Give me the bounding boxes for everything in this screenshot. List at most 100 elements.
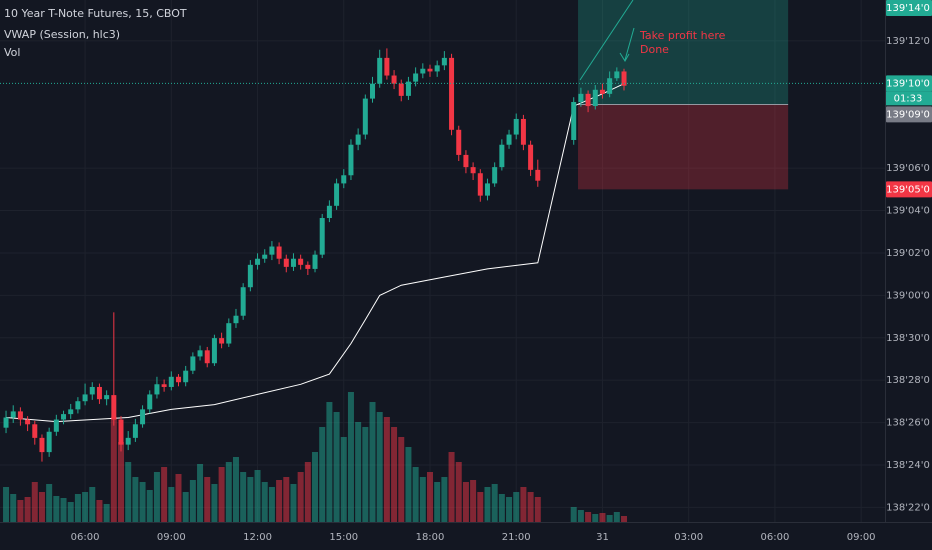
volume-bar — [204, 477, 211, 522]
candle-body — [427, 68, 433, 72]
candle-body — [470, 167, 476, 174]
candle-body — [319, 218, 325, 255]
candle-body — [405, 81, 411, 96]
candle-body — [219, 338, 225, 344]
volume-bar — [448, 452, 455, 522]
countdown: 01:33 — [894, 93, 923, 104]
x-tick-label: 12:00 — [243, 532, 272, 543]
indicator-legend: Vol — [4, 46, 20, 59]
volume-bar — [477, 492, 484, 522]
volume-bar — [606, 515, 613, 522]
x-tick-label: 09:00 — [157, 532, 186, 543]
volume-bar — [340, 437, 347, 522]
volume-bar — [383, 417, 390, 522]
volume-bar — [232, 457, 239, 522]
volume-bar — [189, 480, 196, 522]
volume-bar — [319, 427, 326, 522]
candle-body — [592, 89, 598, 107]
countdown-bg — [886, 91, 932, 106]
volume-bar — [570, 507, 577, 522]
trend-line — [579, 0, 634, 81]
volume-bar — [146, 490, 153, 522]
volume-bar — [613, 512, 620, 522]
candle-body — [477, 173, 483, 196]
candle-body — [104, 395, 110, 400]
candle-body — [456, 129, 462, 155]
candle-body — [449, 57, 455, 130]
axes: 138'22'0 138'24'0 138'26'0 138'28'0 138'30'0… — [71, 0, 932, 543]
x-tick-label: 06:00 — [760, 532, 789, 543]
target-price-label: 139'14'0 — [886, 3, 930, 14]
candle-body — [614, 71, 620, 79]
x-tick-label: 09:00 — [847, 532, 876, 543]
volume-bar — [31, 482, 38, 522]
volume-bar — [153, 472, 160, 522]
volume-bar — [426, 472, 433, 522]
candle-body — [61, 414, 67, 420]
stop-price-label: 139'05'0 — [886, 184, 930, 195]
profit-zone — [578, 0, 789, 105]
candle-body — [298, 258, 304, 265]
volume-bar — [110, 417, 117, 522]
last-price-label-bg — [886, 75, 932, 92]
candle-body — [68, 409, 74, 415]
volume-bar — [470, 480, 477, 522]
candle-body — [247, 264, 253, 288]
candle-body — [621, 71, 627, 86]
candle-body — [46, 431, 52, 453]
candle-body — [484, 183, 490, 196]
vwap-line — [5, 83, 625, 423]
volume-bar — [261, 482, 268, 522]
volume-bar — [419, 477, 426, 522]
y-tick-label: 138'24'0 — [886, 460, 930, 471]
candle-body — [262, 254, 268, 259]
volume-bar — [355, 422, 362, 522]
volume-bar — [132, 477, 139, 522]
volume-bar — [89, 487, 96, 522]
candle-body — [413, 73, 419, 82]
volume-bar — [60, 498, 67, 522]
volume-bar — [96, 500, 103, 522]
candle-body — [255, 258, 261, 265]
x-tick-label: 18:00 — [416, 532, 445, 543]
target-price-label-bg — [886, 0, 932, 16]
candle-body — [226, 323, 232, 344]
candle-body — [607, 78, 613, 94]
volume-bar — [103, 504, 110, 522]
candle-body — [528, 144, 534, 170]
x-tick-label: 21:00 — [502, 532, 531, 543]
candle-body — [326, 205, 332, 219]
candle-body — [585, 93, 591, 107]
volume-bar — [46, 484, 53, 522]
candle-body — [441, 57, 447, 66]
candle-body — [17, 411, 23, 420]
candle-body — [154, 384, 160, 395]
volume-bar — [161, 467, 168, 522]
loss-zone — [578, 104, 789, 190]
candle-body — [3, 417, 9, 428]
candle-body — [290, 258, 296, 267]
volume-bar — [527, 492, 534, 522]
candle-body — [571, 101, 577, 140]
volume-bar — [412, 467, 419, 522]
candle-body — [197, 350, 203, 357]
y-tick-label: 139'04'0 — [886, 206, 930, 217]
plot-area — [0, 0, 885, 522]
candle-body — [175, 376, 181, 383]
candle-body — [578, 93, 584, 102]
volume-bar — [362, 427, 369, 522]
volume-bar — [290, 484, 297, 522]
volume-bar — [347, 392, 354, 522]
volume-bar — [182, 492, 189, 522]
candle-body — [240, 287, 246, 316]
entry-price-label: 139'09'0 — [886, 109, 930, 120]
candle-body — [513, 118, 519, 135]
candle-body — [190, 356, 196, 371]
volume-bar — [405, 447, 412, 522]
y-tick-label: 139'12'0 — [886, 36, 930, 47]
candle-body — [10, 411, 16, 418]
arrow — [624, 27, 635, 61]
candle-body — [391, 75, 397, 84]
candle-body — [111, 395, 117, 420]
